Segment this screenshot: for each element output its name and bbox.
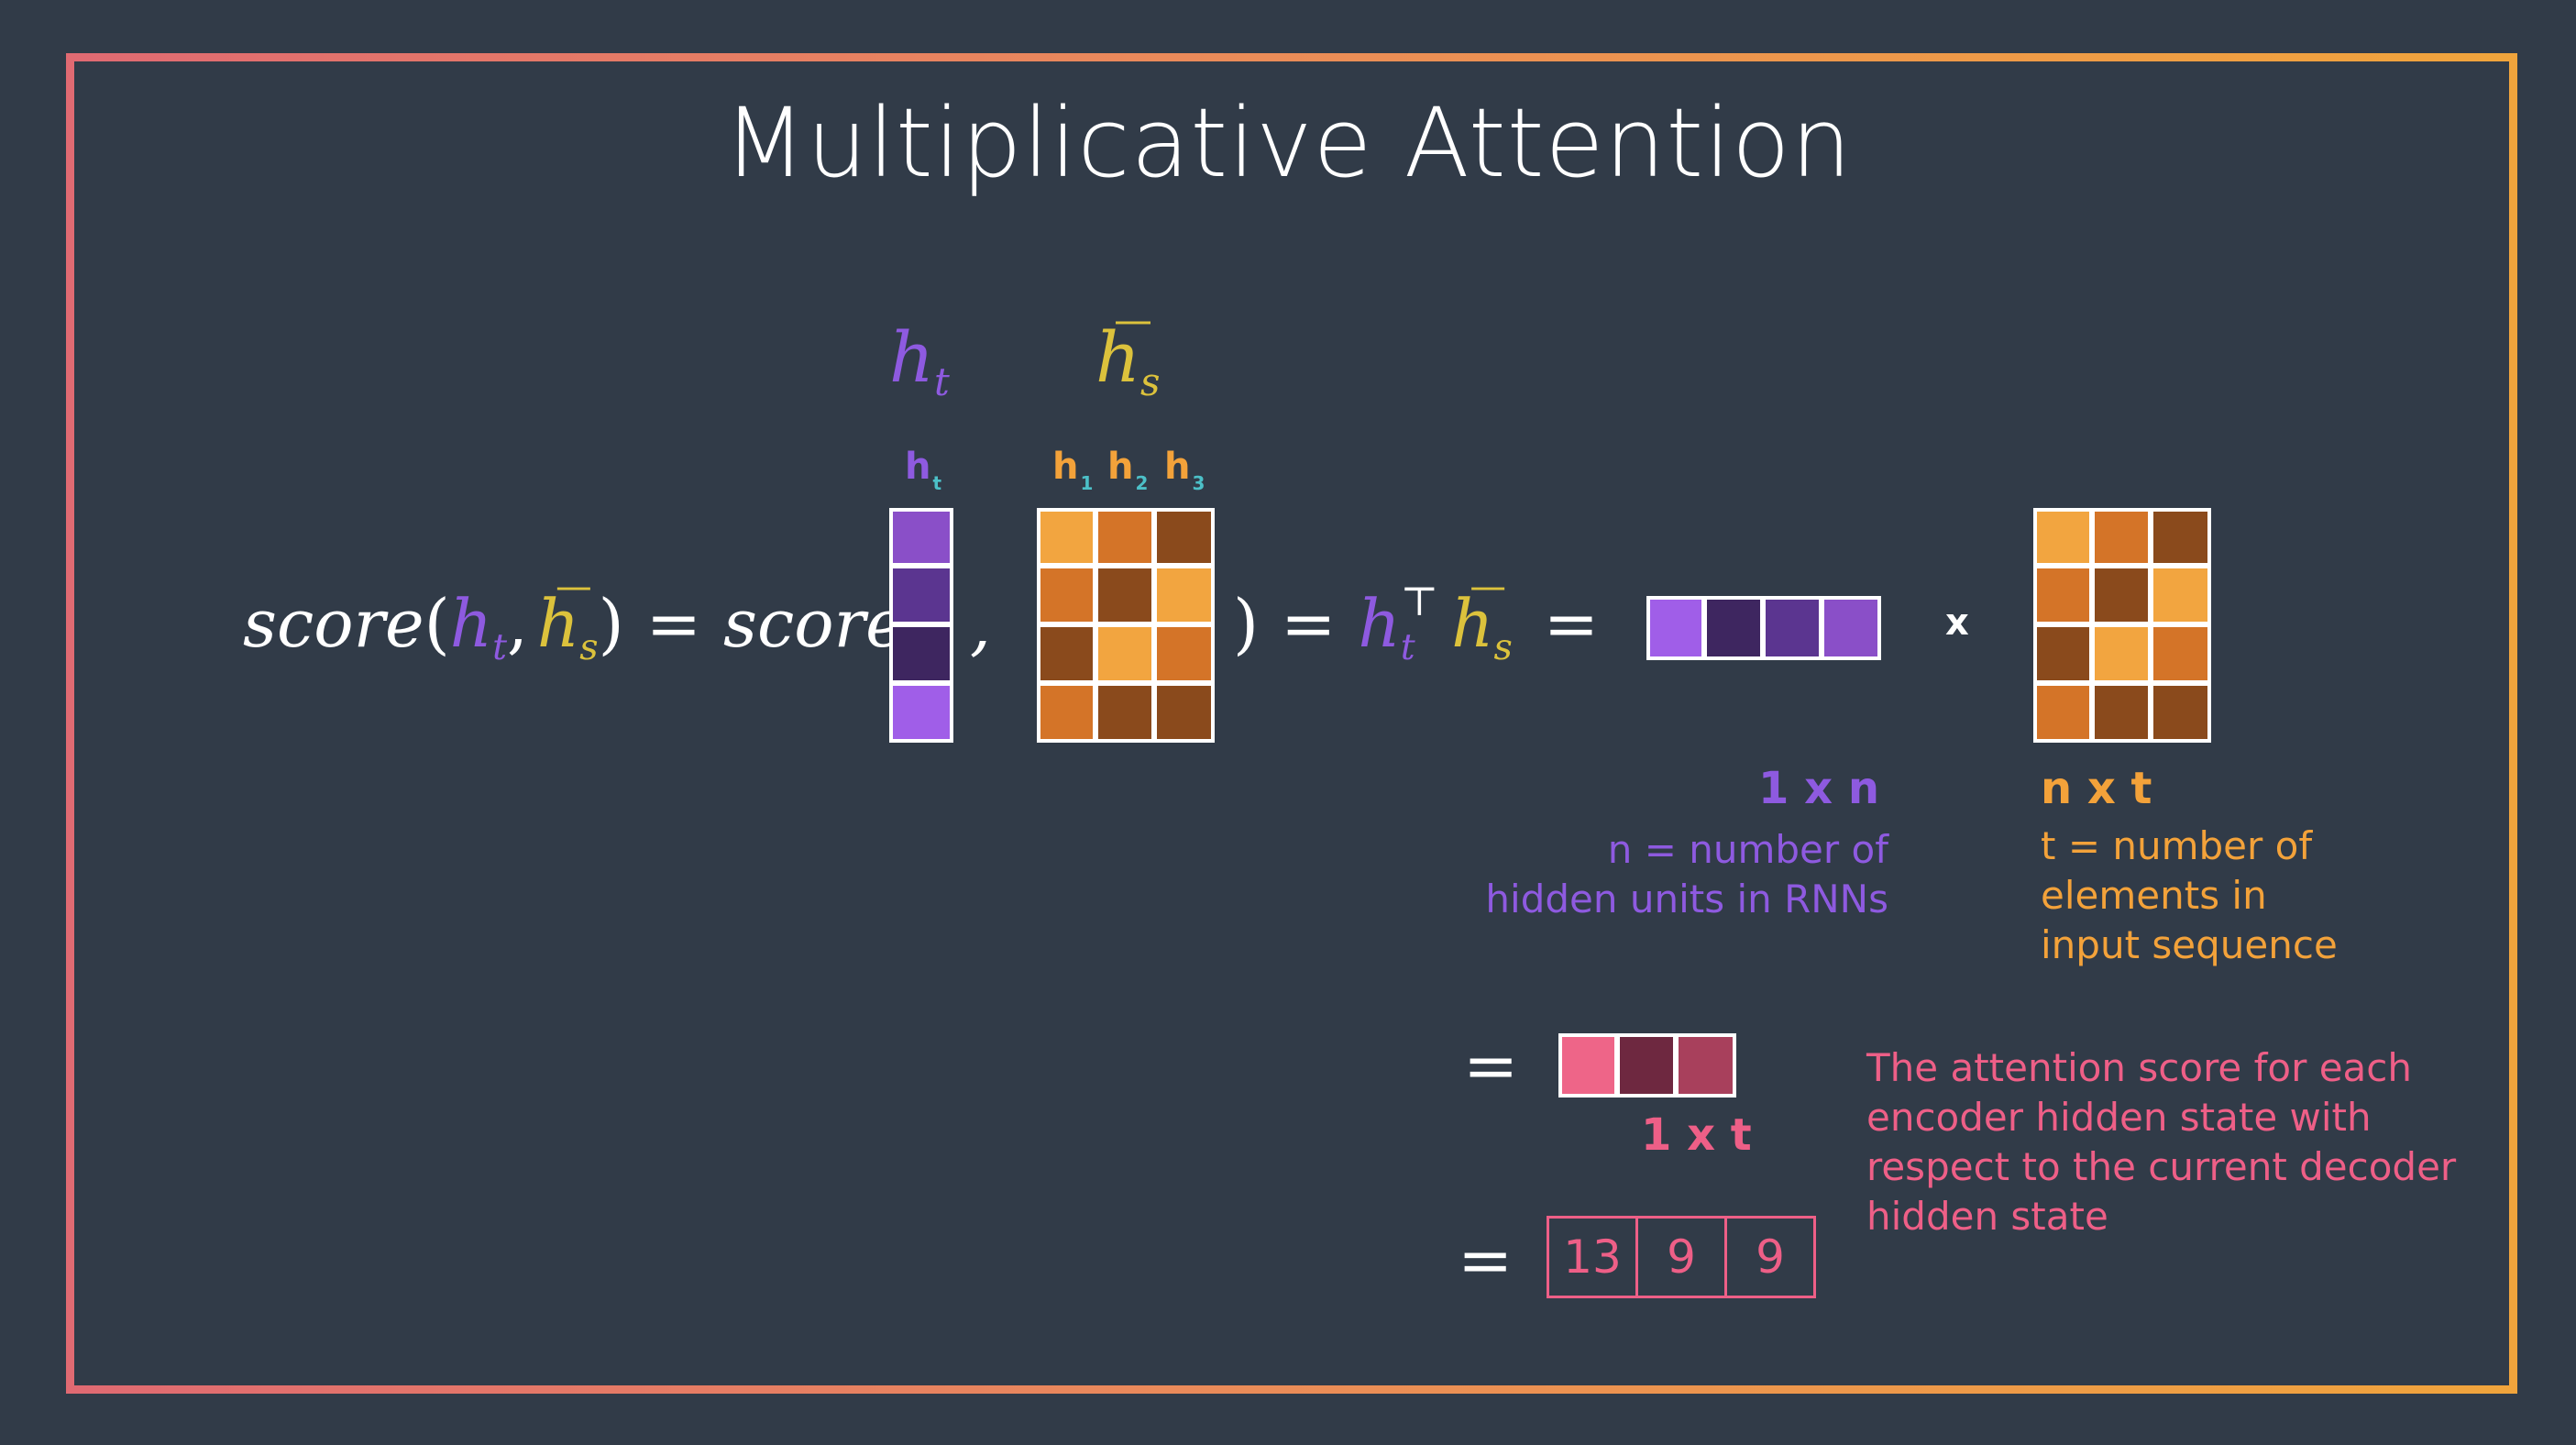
nxt-cell — [2033, 682, 2093, 743]
ht-cell — [889, 623, 953, 684]
hs-bar-symbol: h ‾ s — [1095, 309, 1161, 404]
result-cell — [1615, 1033, 1678, 1098]
row-vec-desc-line-1: n = number of — [1607, 827, 1888, 872]
score-value: 9 — [1756, 1230, 1785, 1284]
hs-cell — [1037, 508, 1096, 567]
hs-cell — [1153, 623, 1215, 684]
equation-lhs: score(ht,h‾s)=score( — [243, 576, 930, 668]
matrix-description: t = number of elements in input sequence — [2041, 822, 2426, 970]
result-note-line-4: hidden state — [1866, 1194, 2108, 1239]
page-title: Multiplicative Attention — [723, 87, 1853, 199]
nxt-cell — [2033, 508, 2093, 567]
ht-cell — [889, 565, 953, 625]
hs-cell — [1037, 682, 1096, 743]
matrix-dim: n x t — [2041, 763, 2152, 814]
row-vec-cell — [1762, 596, 1822, 660]
hs-cell — [1094, 565, 1156, 625]
row-vec-description: n = number of hidden units in RNNs — [1430, 825, 1888, 924]
result-note-line-1: The attention score for each — [1866, 1045, 2412, 1090]
argument-comma: , — [970, 587, 991, 664]
hs-cell — [1094, 682, 1156, 743]
ht-row-vector — [1646, 596, 1881, 660]
matrix-desc-line-2: elements in — [2041, 873, 2267, 918]
hs-cell — [1094, 508, 1156, 567]
score-values-box: 13 9 9 — [1547, 1216, 1816, 1298]
nxt-cell — [2150, 623, 2211, 684]
nxt-cell — [2090, 508, 2152, 567]
row-vec-cell — [1646, 596, 1705, 660]
ht-cell — [889, 682, 953, 743]
result-note-line-3: respect to the current decoder — [1866, 1144, 2457, 1189]
score-value: 9 — [1638, 1219, 1727, 1296]
nxt-matrix — [2033, 508, 2211, 743]
row-vec-cell — [1821, 596, 1881, 660]
ht-cell — [889, 508, 953, 567]
matrix-desc-line-3: input sequence — [2041, 922, 2338, 967]
hs-cell — [1037, 565, 1096, 625]
nxt-cell — [2150, 565, 2211, 625]
ht-symbol: ht — [889, 316, 950, 404]
matrix-desc-line-1: t = number of — [2041, 823, 2313, 868]
row-vec-dim: 1 x n — [1758, 763, 1879, 814]
nxt-cell — [2090, 623, 2152, 684]
nxt-cell — [2150, 682, 2211, 743]
nxt-cell — [2150, 508, 2211, 567]
hs-matrix — [1037, 508, 1215, 743]
equals-result: = — [1463, 1027, 1519, 1104]
hs-cell — [1153, 565, 1215, 625]
row-vec-desc-line-2: hidden units in RNNs — [1485, 877, 1888, 921]
equation-rhs: ) = ht⊤ h ‾ s = — [1233, 576, 1600, 668]
hs-cell — [1153, 682, 1215, 743]
multiply-sign: x — [1945, 601, 1969, 644]
result-note-line-2: encoder hidden state with — [1866, 1095, 2372, 1140]
result-row-vector — [1558, 1033, 1736, 1098]
result-note: The attention score for each encoder hid… — [1866, 1043, 2508, 1241]
nxt-cell — [2033, 565, 2093, 625]
result-cell — [1675, 1033, 1736, 1098]
hs-cell — [1094, 623, 1156, 684]
ht-column-vector — [889, 508, 953, 743]
nxt-cell — [2090, 682, 2152, 743]
hs-cell — [1153, 508, 1215, 567]
hs-cell — [1037, 623, 1096, 684]
score-value: 13 — [1549, 1219, 1638, 1296]
equals-scores: = — [1458, 1221, 1514, 1298]
result-dim: 1 x t — [1641, 1109, 1752, 1161]
nxt-cell — [2033, 623, 2093, 684]
nxt-cell — [2090, 565, 2152, 625]
result-cell — [1558, 1033, 1618, 1098]
row-vec-cell — [1703, 596, 1764, 660]
